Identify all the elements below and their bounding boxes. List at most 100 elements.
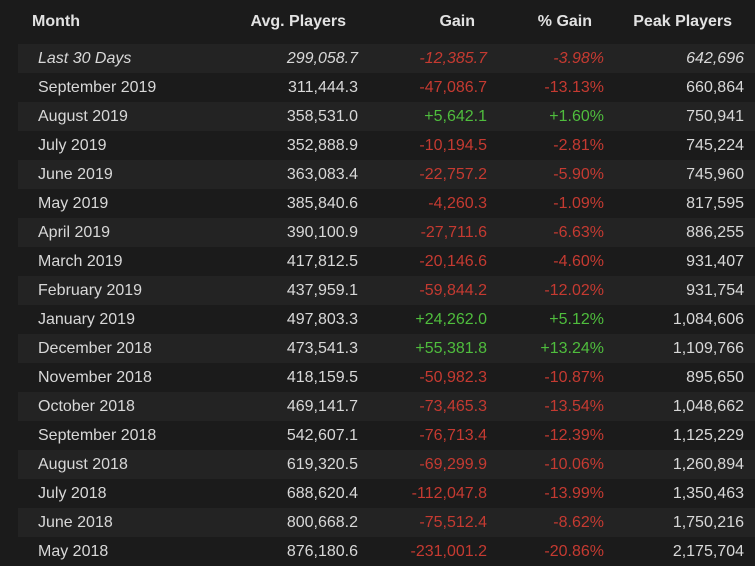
row-avg-players: 417,812.5 xyxy=(286,252,358,270)
row-peak-players: 1,048,662 xyxy=(672,397,744,415)
header-month[interactable]: Month xyxy=(32,13,80,30)
row-avg-players: 358,531.0 xyxy=(286,107,358,125)
row-percent-gain: -2.81% xyxy=(553,136,604,154)
table-row: June 2018 800,668.2 -75,512.4 -8.62% 1,750,2… xyxy=(18,508,755,537)
row-avg-players: 473,541.3 xyxy=(286,339,358,357)
row-gain: -10,194.5 xyxy=(419,136,487,154)
row-gain: -75,512.4 xyxy=(419,513,487,531)
row-peak-players: 750,941 xyxy=(686,107,744,125)
header-peak-players[interactable]: Peak Players xyxy=(633,13,732,30)
row-month: December 2018 xyxy=(38,339,152,357)
row-avg-players: 497,803.3 xyxy=(286,310,358,328)
row-peak-players: 886,255 xyxy=(686,223,744,241)
row-percent-gain: -1.09% xyxy=(553,194,604,212)
table-row: October 2018 469,141.7 -73,465.3 -13.54% 1,0… xyxy=(18,392,755,421)
row-peak-players: 931,407 xyxy=(686,252,744,270)
row-peak-players: 1,750,216 xyxy=(672,513,744,531)
row-avg-players: 876,180.6 xyxy=(286,542,358,560)
table-row: May 2018 876,180.6 -231,001.2 -20.86% 2,175,… xyxy=(18,537,755,566)
row-month: July 2019 xyxy=(38,136,107,154)
row-month: February 2019 xyxy=(38,281,143,299)
table-row: Last 30 Days 299,058.7 -12,385.7 -3.98% 642,… xyxy=(18,44,755,73)
row-month: June 2019 xyxy=(38,165,113,183)
table-row: July 2018 688,620.4 -112,047.8 -13.99% 1,350… xyxy=(18,479,755,508)
row-percent-gain: -10.06% xyxy=(544,455,604,473)
row-gain: -59,844.2 xyxy=(419,281,487,299)
row-gain: -4,260.3 xyxy=(428,194,487,212)
row-month: August 2018 xyxy=(38,455,128,473)
row-gain: -20,146.6 xyxy=(419,252,487,270)
row-percent-gain: -12.02% xyxy=(544,281,604,299)
row-percent-gain: -8.62% xyxy=(553,513,604,531)
row-gain: -73,465.3 xyxy=(419,397,487,415)
row-percent-gain: -12.39% xyxy=(544,426,604,444)
table-row: June 2019 363,083.4 -22,757.2 -5.90% 745,960 xyxy=(18,160,755,189)
row-percent-gain: -13.99% xyxy=(544,484,604,502)
row-avg-players: 390,100.9 xyxy=(286,223,358,241)
table-row: December 2018 473,541.3 +55,381.8 +13.24% 1,… xyxy=(18,334,755,363)
row-peak-players: 817,595 xyxy=(686,194,744,212)
row-gain: -22,757.2 xyxy=(419,165,487,183)
row-percent-gain: +13.24% xyxy=(540,339,604,357)
row-gain: -69,299.9 xyxy=(419,455,487,473)
row-gain: -112,047.8 xyxy=(411,484,487,502)
row-gain: -47,086.7 xyxy=(419,78,487,96)
row-gain: +55,381.8 xyxy=(415,339,487,357)
row-avg-players: 385,840.6 xyxy=(286,194,358,212)
row-month: Last 30 Days xyxy=(38,49,132,67)
table-row: August 2019 358,531.0 +5,642.1 +1.60% 750,94… xyxy=(18,102,755,131)
row-gain: -12,385.7 xyxy=(419,49,487,67)
row-month: May 2019 xyxy=(38,194,109,212)
row-peak-players: 745,224 xyxy=(686,136,744,154)
row-month: April 2019 xyxy=(38,223,111,241)
row-month: March 2019 xyxy=(38,252,123,270)
row-avg-players: 352,888.9 xyxy=(286,136,358,154)
row-avg-players: 363,083.4 xyxy=(286,165,358,183)
row-peak-players: 2,175,704 xyxy=(672,542,744,560)
table-row: August 2018 619,320.5 -69,299.9 -10.06% 1,26… xyxy=(18,450,755,479)
row-peak-players: 1,350,463 xyxy=(672,484,744,502)
row-peak-players: 1,125,229 xyxy=(672,426,744,444)
row-peak-players: 1,109,766 xyxy=(672,339,744,357)
row-month: November 2018 xyxy=(38,368,152,386)
row-percent-gain: -20.86% xyxy=(544,542,604,560)
row-month: January 2019 xyxy=(38,310,135,328)
table-row: March 2019 417,812.5 -20,146.6 -4.60% 931,40… xyxy=(18,247,755,276)
header-percent-gain[interactable]: % Gain xyxy=(537,13,592,30)
row-percent-gain: -13.13% xyxy=(544,78,604,96)
table-row: July 2019 352,888.9 -10,194.5 -2.81% 745,224 xyxy=(18,131,755,160)
header-gain[interactable]: Gain xyxy=(439,13,475,30)
table-row: April 2019 390,100.9 -27,711.6 -6.63% 886,25… xyxy=(18,218,755,247)
row-peak-players: 1,084,606 xyxy=(672,310,744,328)
table-header: Month Avg. Players Gain % Gain Peak Play… xyxy=(0,0,755,44)
row-avg-players: 469,141.7 xyxy=(286,397,358,415)
row-percent-gain: -3.98% xyxy=(553,49,604,67)
row-peak-players: 895,650 xyxy=(686,368,744,386)
row-peak-players: 660,864 xyxy=(686,78,744,96)
row-avg-players: 311,444.3 xyxy=(288,78,358,96)
row-month: August 2019 xyxy=(38,107,128,125)
row-peak-players: 642,696 xyxy=(686,49,744,67)
row-month: May 2018 xyxy=(38,542,109,560)
table-row: May 2019 385,840.6 -4,260.3 -1.09% 817,595 xyxy=(18,189,755,218)
row-percent-gain: -5.90% xyxy=(553,165,604,183)
header-avg-players[interactable]: Avg. Players xyxy=(250,13,346,30)
table-row: November 2018 418,159.5 -50,982.3 -10.87% 89… xyxy=(18,363,755,392)
row-percent-gain: -6.63% xyxy=(553,223,604,241)
row-avg-players: 299,058.7 xyxy=(286,49,358,67)
table-row: February 2019 437,959.1 -59,844.2 -12.02% 93… xyxy=(18,276,755,305)
row-avg-players: 542,607.1 xyxy=(286,426,358,444)
row-gain: -76,713.4 xyxy=(419,426,487,444)
row-month: September 2019 xyxy=(38,78,157,96)
row-month: July 2018 xyxy=(38,484,107,502)
table-body: Last 30 Days 299,058.7 -12,385.7 -3.98% 642,… xyxy=(0,44,755,566)
row-percent-gain: +1.60% xyxy=(549,107,604,125)
row-peak-players: 1,260,894 xyxy=(672,455,744,473)
row-gain: -231,001.2 xyxy=(410,542,487,560)
row-gain: -50,982.3 xyxy=(419,368,487,386)
row-avg-players: 688,620.4 xyxy=(286,484,358,502)
row-gain: +24,262.0 xyxy=(415,310,487,328)
row-gain: +5,642.1 xyxy=(424,107,487,125)
row-avg-players: 800,668.2 xyxy=(286,513,358,531)
